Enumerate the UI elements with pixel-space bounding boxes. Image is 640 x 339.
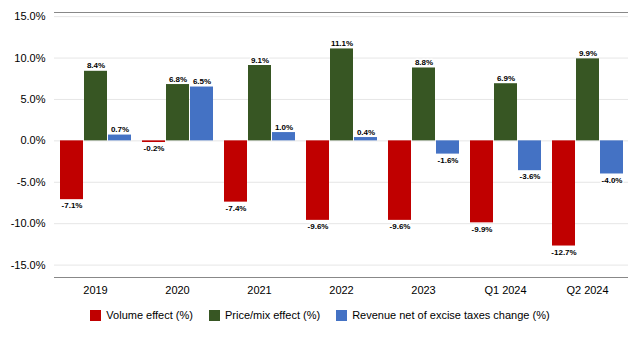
svg-text:5.0%: 5.0% — [20, 93, 45, 105]
svg-text:-9.9%: -9.9% — [472, 225, 493, 234]
svg-text:-4.0%: -4.0% — [602, 176, 623, 185]
svg-text:0.4%: 0.4% — [357, 128, 375, 137]
svg-text:-10.0%: -10.0% — [11, 217, 46, 229]
svg-text:-7.4%: -7.4% — [226, 204, 247, 213]
svg-text:-0.2%: -0.2% — [144, 144, 165, 153]
svg-text:-5.0%: -5.0% — [17, 176, 46, 188]
svg-text:2022: 2022 — [329, 284, 353, 296]
svg-text:Q2 2024: Q2 2024 — [566, 284, 608, 296]
svg-text:-12.7%: -12.7% — [551, 248, 576, 257]
svg-text:0.0%: 0.0% — [20, 134, 45, 146]
svg-text:9.9%: 9.9% — [579, 49, 597, 58]
svg-text:2023: 2023 — [411, 284, 435, 296]
svg-text:-3.6%: -3.6% — [520, 172, 541, 181]
svg-text:-9.6%: -9.6% — [390, 222, 411, 231]
svg-text:-7.1%: -7.1% — [62, 201, 83, 210]
svg-text:2019: 2019 — [83, 284, 107, 296]
html-text:Revenue net of excise taxes ch: Revenue net of excise taxes change (%) — [352, 309, 550, 321]
svg-text:11.1%: 11.1% — [331, 39, 353, 48]
svg-text:-1.6%: -1.6% — [438, 156, 459, 165]
svg-text:1.0%: 1.0% — [275, 123, 293, 132]
svg-text:-15.0%: -15.0% — [11, 259, 46, 271]
svg-text:2020: 2020 — [165, 284, 189, 296]
svg-text:15.0%: 15.0% — [14, 10, 45, 22]
svg-text:8.4%: 8.4% — [87, 61, 105, 70]
svg-text:2021: 2021 — [247, 284, 271, 296]
svg-text:6.5%: 6.5% — [193, 77, 211, 86]
html-text:Volume effect (%): Volume effect (%) — [106, 309, 193, 321]
svg-text:0.7%: 0.7% — [111, 125, 129, 134]
svg-text:8.8%: 8.8% — [415, 58, 433, 67]
html-text:Price/mix effect (%): Price/mix effect (%) — [225, 309, 321, 321]
svg-text:-9.6%: -9.6% — [308, 222, 329, 231]
svg-text:10.0%: 10.0% — [14, 52, 45, 64]
svg-text:6.9%: 6.9% — [497, 74, 515, 83]
svg-text:9.1%: 9.1% — [251, 56, 269, 65]
svg-text:Q1 2024: Q1 2024 — [484, 284, 526, 296]
svg-text:6.8%: 6.8% — [169, 75, 187, 84]
